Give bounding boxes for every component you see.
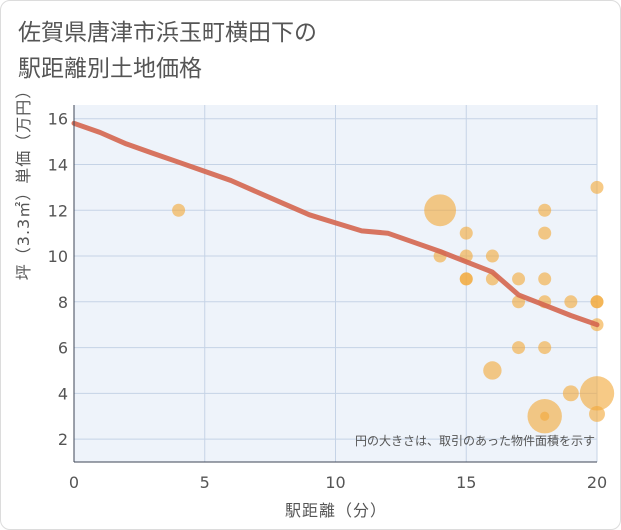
y-tick-label: 12 bbox=[48, 201, 68, 220]
axes: 0 5 10 15 20 2 4 6 8 10 12 14 16 bbox=[48, 105, 607, 492]
x-tick-label: 0 bbox=[69, 473, 79, 492]
trend-line bbox=[71, 120, 600, 328]
data-point bbox=[512, 272, 526, 286]
data-point bbox=[538, 341, 552, 355]
bubble-size-note: 円の大きさは、取引のあった物件面積を示す bbox=[354, 434, 595, 448]
y-tick-label: 16 bbox=[48, 110, 68, 129]
chart-title: 佐賀県唐津市浜玉町横田下の 駅距離別土地価格 bbox=[18, 15, 317, 87]
data-point bbox=[589, 405, 605, 422]
data-point bbox=[485, 249, 499, 263]
y-tick-label: 2 bbox=[58, 430, 68, 449]
data-point bbox=[459, 272, 473, 286]
x-axis-label: 駅距離（分） bbox=[284, 501, 387, 520]
data-point bbox=[564, 295, 578, 309]
trend-layer bbox=[71, 120, 600, 328]
y-tick-label: 8 bbox=[58, 293, 68, 312]
data-point bbox=[538, 226, 552, 240]
data-point bbox=[579, 376, 615, 411]
x-tick-label: 5 bbox=[200, 473, 210, 492]
data-point bbox=[562, 385, 579, 402]
data-point bbox=[540, 411, 550, 421]
data-point bbox=[512, 341, 526, 355]
y-tick-label: 4 bbox=[58, 384, 68, 403]
y-axis-label: 坪（3.3㎡）単価（万円） bbox=[14, 81, 33, 281]
data-point bbox=[459, 226, 473, 240]
x-tick-label: 15 bbox=[456, 473, 476, 492]
data-point bbox=[424, 194, 457, 227]
x-tick-label: 20 bbox=[587, 473, 607, 492]
y-tick-label: 6 bbox=[58, 339, 68, 358]
x-tick-label: 10 bbox=[325, 473, 345, 492]
data-point bbox=[538, 272, 552, 286]
y-tick-label: 10 bbox=[48, 247, 68, 266]
data-points bbox=[172, 180, 615, 434]
data-point bbox=[590, 295, 604, 309]
data-point bbox=[590, 180, 604, 194]
data-point bbox=[538, 203, 552, 217]
title-line-1: 佐賀県唐津市浜玉町横田下の bbox=[18, 20, 317, 46]
y-tick-label: 14 bbox=[48, 156, 68, 175]
title-line-2: 駅距離別土地価格 bbox=[18, 56, 202, 82]
data-point bbox=[483, 361, 502, 380]
data-point bbox=[172, 203, 186, 217]
